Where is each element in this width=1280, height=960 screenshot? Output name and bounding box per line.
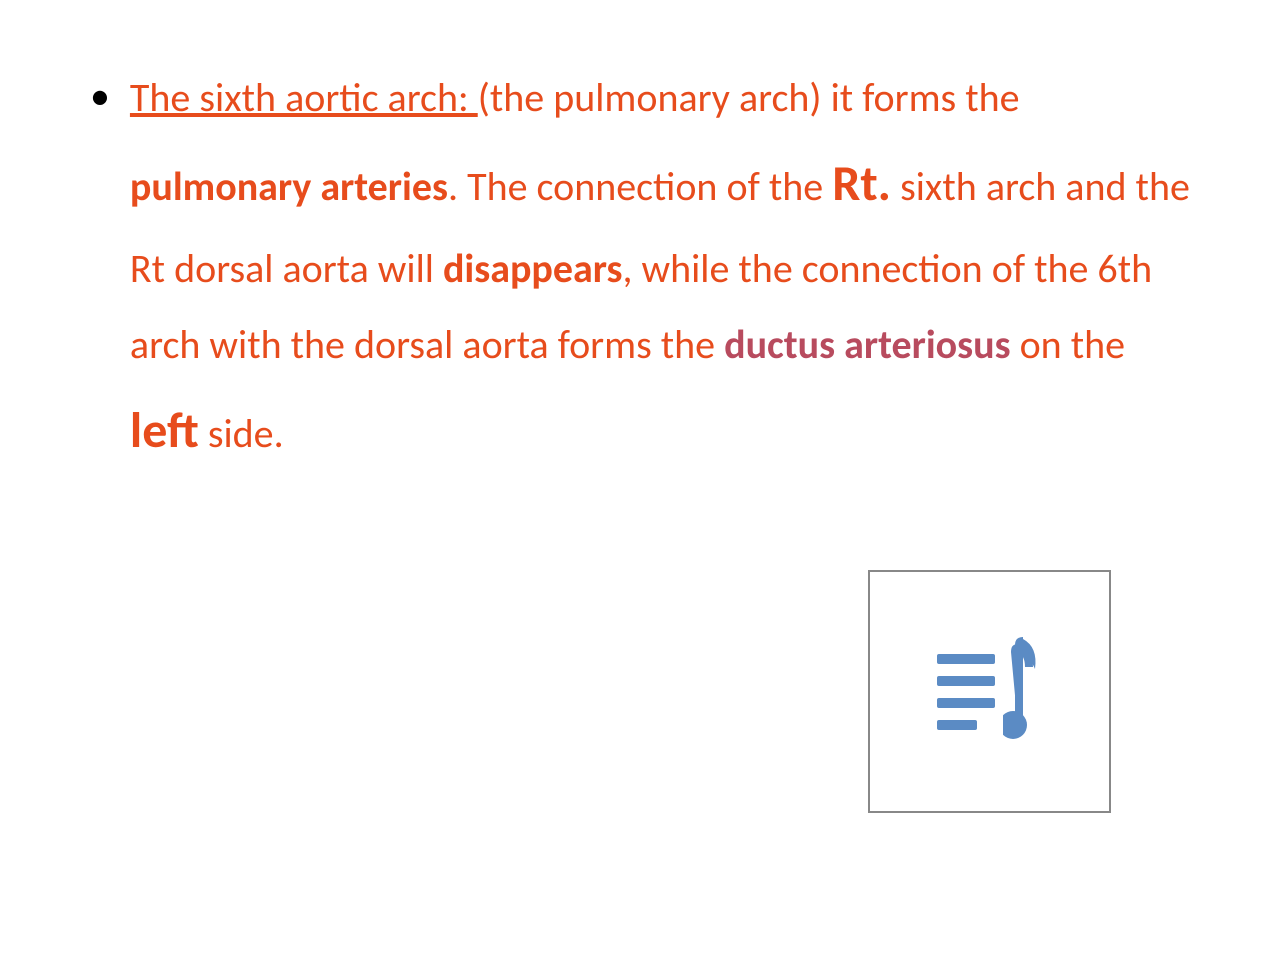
text-segment: side. (199, 409, 284, 458)
music-note-icon (1003, 637, 1043, 747)
audio-playlist-icon (937, 637, 1043, 747)
slide-text: The sixth aortic arch: (the pulmonary ar… (130, 60, 1190, 478)
text-segment-big-bold: Rt. (832, 153, 891, 214)
text-segment-underlined: The sixth aortic arch: (130, 73, 478, 122)
text-segment-big-bold: left (130, 400, 199, 461)
text-segment-ductus: ductus arteriosus (724, 320, 1010, 369)
text-segment-bold: pulmonary arteries (130, 162, 448, 211)
text-segment: . The connection of the (448, 162, 832, 211)
playlist-lines-icon (937, 654, 995, 730)
text-segment: (the pulmonary arch) it forms the (478, 73, 1020, 122)
audio-object[interactable] (868, 570, 1111, 813)
bullet-item: • The sixth aortic arch: (the pulmonary … (90, 60, 1190, 478)
bullet-marker: • (90, 66, 110, 126)
slide-content: • The sixth aortic arch: (the pulmonary … (0, 0, 1280, 478)
text-segment-bold: disappears (443, 244, 623, 293)
text-segment: on the (1011, 320, 1126, 369)
